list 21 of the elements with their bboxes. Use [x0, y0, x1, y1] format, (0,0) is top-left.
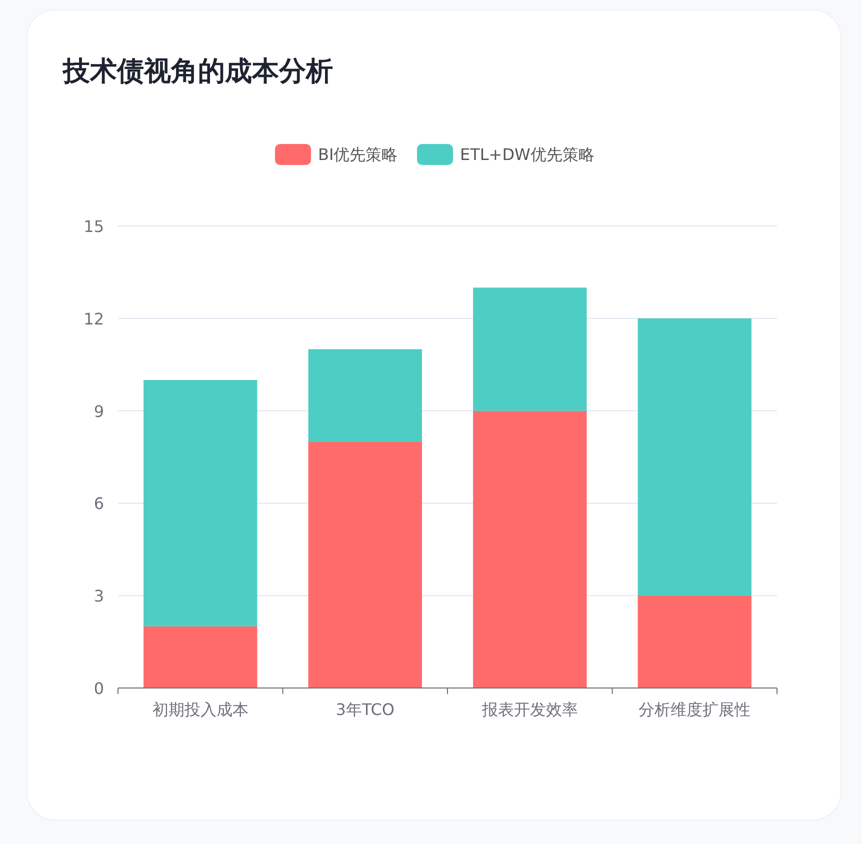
x-tick-label: 初期投入成本: [152, 700, 248, 719]
y-tick-label: 15: [84, 217, 104, 236]
y-tick-label: 9: [94, 402, 104, 421]
bar: [638, 318, 752, 596]
x-tick-label: 分析维度扩展性: [638, 700, 751, 719]
chart-title: 技术债视角的成本分析: [62, 56, 333, 87]
bar: [144, 380, 258, 626]
bar: [638, 596, 752, 688]
bar: [308, 349, 422, 442]
legend-label: ETL+DW优先策略: [460, 145, 594, 164]
legend-label: BI优先策略: [318, 145, 398, 164]
bar: [473, 410, 587, 688]
y-tick-label: 6: [94, 494, 104, 514]
bar: [308, 442, 422, 688]
y-tick-label: 12: [84, 309, 104, 328]
bar: [144, 626, 258, 688]
bar: [473, 288, 587, 411]
y-tick-label: 0: [94, 679, 104, 698]
x-tick-label: 报表开发效率: [480, 700, 578, 719]
y-tick-label: 3: [94, 586, 104, 606]
x-tick-label: 3年TCO: [336, 700, 395, 719]
